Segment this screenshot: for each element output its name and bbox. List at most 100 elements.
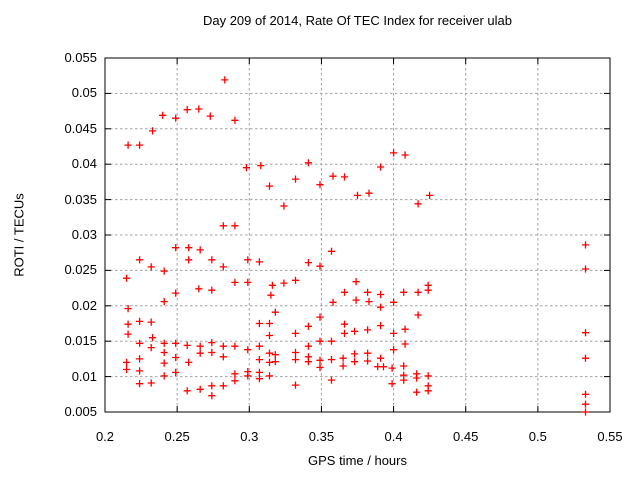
data-point-marker <box>327 337 336 345</box>
data-point-marker <box>183 387 191 395</box>
data-point-marker <box>581 390 590 398</box>
data-point-marker <box>352 296 360 304</box>
data-point-marker <box>581 354 590 362</box>
data-point-marker <box>365 189 373 197</box>
data-point-marker <box>401 151 409 159</box>
data-point-marker <box>196 385 204 393</box>
data-point-marker <box>327 376 336 384</box>
data-point-marker <box>136 339 144 347</box>
data-point-marker <box>581 329 590 337</box>
data-point-marker <box>149 334 157 342</box>
data-point-marker <box>123 365 131 374</box>
y-tick-label: 0.025 <box>64 262 97 278</box>
data-point-marker <box>219 342 227 350</box>
data-point-marker <box>136 355 144 363</box>
data-point-marker <box>136 317 144 325</box>
data-point-marker <box>271 351 279 359</box>
data-point-marker <box>160 267 168 275</box>
data-point-marker <box>340 288 349 296</box>
data-point-marker <box>390 298 398 306</box>
data-point-marker <box>136 141 144 149</box>
data-point-marker <box>304 342 312 350</box>
data-point-marker <box>291 348 300 357</box>
data-point-marker <box>424 387 432 395</box>
x-tick-label: 0.55 <box>597 429 623 444</box>
data-point-marker <box>208 382 216 390</box>
data-point-marker <box>414 288 422 296</box>
data-point-marker <box>124 320 132 328</box>
y-axis-tick-labels: 0.005 0.01 0.015 0.02 0.025 0.03 0.035 0.04 0.04… <box>0 0 97 480</box>
data-point-marker <box>316 313 324 321</box>
data-point-marker <box>185 244 193 252</box>
x-tick-label: 0.25 <box>164 429 190 444</box>
data-point-marker <box>160 348 168 357</box>
data-point-marker <box>339 362 347 370</box>
data-point-marker <box>351 350 359 358</box>
data-point-marker <box>244 256 252 264</box>
data-point-marker <box>123 274 131 282</box>
data-point-marker <box>244 346 252 354</box>
data-point-marker <box>581 241 590 249</box>
x-axis-tick-labels: 0.2 0.25 0.3 0.35 0.4 0.45 0.5 0.55 <box>0 429 640 445</box>
data-point-marker <box>364 349 372 357</box>
data-point-marker <box>329 298 337 306</box>
y-tick-label: 0.01 <box>71 368 97 384</box>
data-point-marker <box>124 305 132 313</box>
data-point-marker <box>219 222 227 230</box>
data-point-marker <box>208 348 216 357</box>
data-point-marker <box>271 308 279 316</box>
data-point-marker <box>304 358 312 366</box>
data-point-marker <box>351 327 359 335</box>
data-point-marker <box>581 400 590 408</box>
data-point-marker <box>265 358 274 366</box>
data-point-marker <box>172 339 180 347</box>
data-point-marker <box>185 358 193 366</box>
data-point-marker <box>208 286 216 294</box>
data-point-marker <box>124 330 132 338</box>
data-point-marker <box>291 381 300 389</box>
data-point-marker <box>268 281 276 289</box>
data-point-marker <box>149 127 157 135</box>
x-tick-label: 0.45 <box>453 429 479 444</box>
data-point-marker <box>327 356 336 364</box>
data-point-marker <box>195 285 203 293</box>
data-point-marker <box>353 191 362 199</box>
grid-lines <box>105 58 610 412</box>
data-point-marker <box>231 278 239 286</box>
data-point-marker <box>147 263 155 271</box>
data-point-marker <box>377 163 385 171</box>
data-point-marker <box>255 368 263 376</box>
data-point-marker <box>413 388 421 396</box>
x-tick-label: 0.4 <box>384 429 403 444</box>
data-point-marker <box>136 380 144 388</box>
data-point-marker <box>316 181 324 189</box>
data-point-marker <box>242 164 250 172</box>
data-point-marker <box>244 368 252 376</box>
data-point-marker <box>329 172 337 180</box>
data-point-marker <box>400 362 408 370</box>
data-point-marker <box>316 356 324 364</box>
data-point-marker <box>172 244 180 252</box>
data-point-marker <box>172 289 180 297</box>
data-point-marker <box>304 322 312 330</box>
data-point-marker <box>426 191 434 199</box>
data-point-marker <box>377 303 385 311</box>
data-point-marker <box>304 259 312 267</box>
data-point-marker <box>172 368 180 376</box>
y-tick-label: 0.045 <box>64 120 97 136</box>
data-point-marker <box>340 320 349 328</box>
data-point-marker <box>136 256 144 264</box>
data-point-marker <box>123 358 131 366</box>
data-point-marker <box>413 374 421 382</box>
y-tick-label: 0.035 <box>64 191 97 207</box>
data-point-marker <box>400 288 408 296</box>
data-point-marker <box>160 372 168 380</box>
data-point-marker <box>316 262 324 270</box>
data-point-marker <box>219 263 227 271</box>
y-tick-label: 0.055 <box>64 50 97 65</box>
data-point-marker <box>208 339 216 347</box>
data-point-marker <box>340 173 349 181</box>
data-point-marker <box>267 291 275 299</box>
data-point-marker <box>231 377 239 385</box>
